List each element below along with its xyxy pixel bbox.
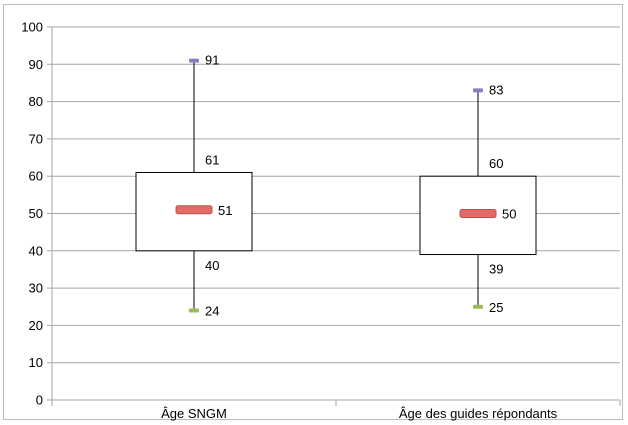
max-marker [473,88,483,93]
max-marker [189,58,199,63]
min-marker [189,308,199,313]
y-tick-label: 30 [29,281,43,296]
min-label: 25 [489,300,503,315]
median-label: 50 [502,207,516,222]
x-tick-label: Âge SNGM [161,406,227,421]
y-tick-label: 90 [29,57,43,72]
min-marker [473,304,483,309]
y-tick-label: 40 [29,243,43,258]
y-tick-label: 0 [36,393,43,408]
min-label: 24 [205,303,219,318]
x-tick-label: Âge des guides répondants [399,406,558,421]
y-tick-label: 70 [29,131,43,146]
y-tick-label: 100 [21,20,43,35]
median-label: 51 [218,203,232,218]
q1-label: 39 [489,262,503,277]
y-tick-label: 80 [29,94,43,109]
y-tick-label: 50 [29,206,43,221]
max-label: 91 [205,53,219,68]
y-tick-label: 10 [29,355,43,370]
y-tick-label: 60 [29,169,43,184]
y-tick-label: 20 [29,318,43,333]
q3-label: 61 [205,152,219,167]
median-marker [459,209,497,218]
median-marker [175,205,213,215]
q1-label: 40 [205,258,219,273]
max-label: 83 [489,82,503,97]
q3-label: 60 [489,156,503,171]
